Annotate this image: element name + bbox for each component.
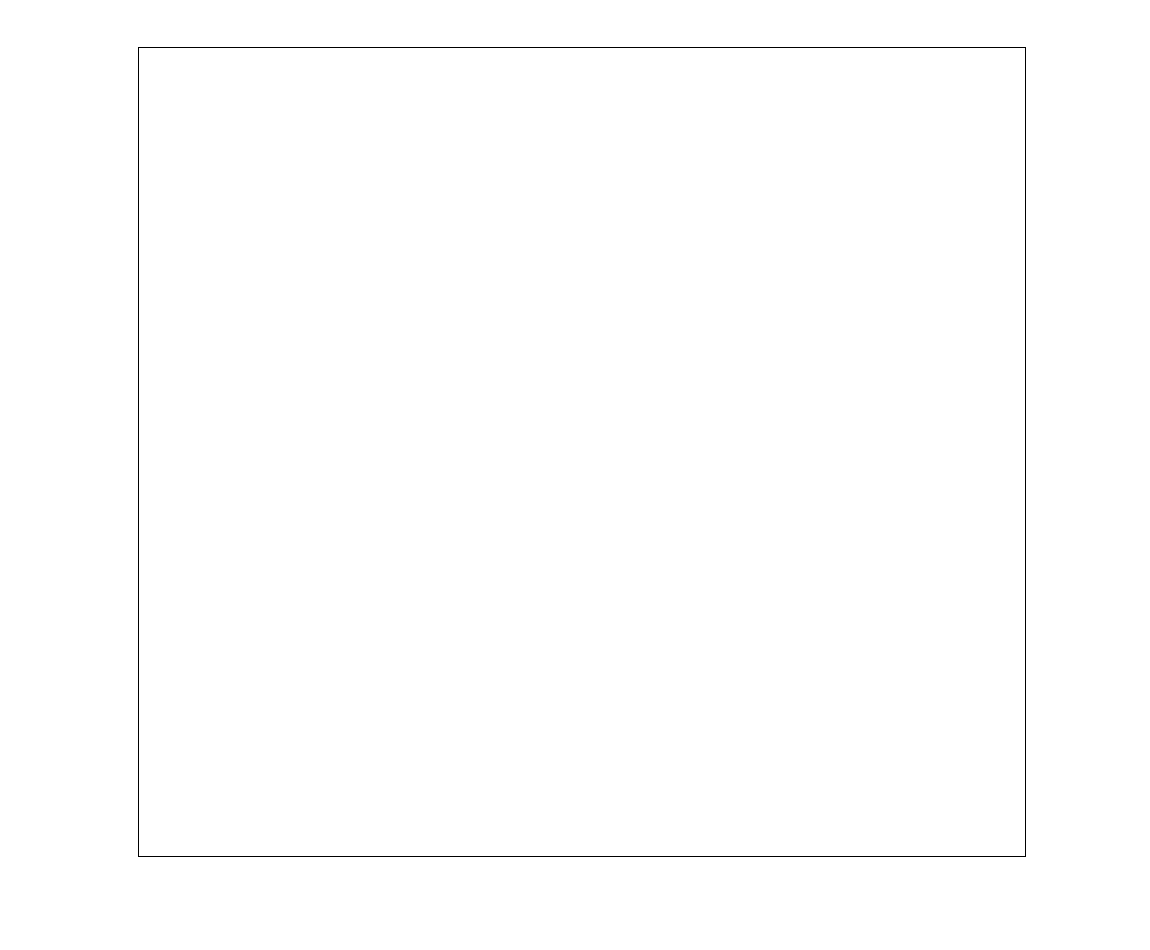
plot-area[interactable] <box>138 47 1026 857</box>
helicorder-root <box>0 0 1150 950</box>
seismic-traces-canvas[interactable] <box>139 48 1027 858</box>
yaxis-title <box>14 47 34 857</box>
